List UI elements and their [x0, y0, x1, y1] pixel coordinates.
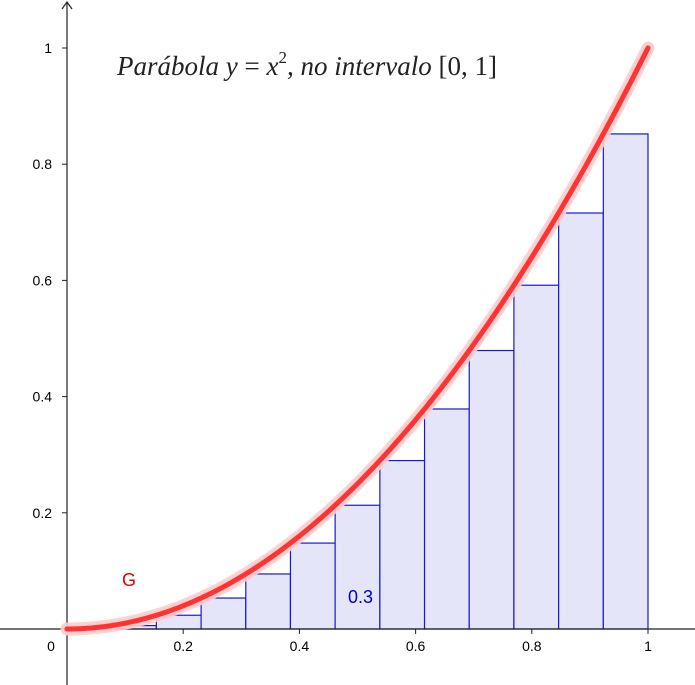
x-tick-label-4: 0.8: [522, 638, 542, 654]
parabola-curve: [64, 45, 651, 632]
riemann-bar-10: [513, 284, 560, 630]
x-tick-label-1: 0.2: [173, 638, 193, 654]
title-equals: =: [238, 51, 267, 81]
title-var-x: x: [265, 51, 278, 81]
x-tick-label-5: 1: [644, 638, 652, 654]
title-interval: [0, 1]: [438, 51, 496, 81]
y-axis-arrow: [61, 0, 73, 10]
title-lead: Parábola: [116, 51, 226, 81]
riemann-bar-3: [200, 597, 247, 630]
y-tick-label-5: 1: [44, 40, 52, 56]
labels: G 0.3 Parábola y = x2, no intervalo [0, 1]: [116, 48, 497, 607]
chart-title: Parábola y = x2, no intervalo [0, 1]: [116, 48, 497, 81]
riemann-bar-4: [245, 573, 292, 630]
parabola-curve-layer: [60, 41, 655, 636]
title-exponent: 2: [278, 48, 287, 67]
riemann-bar-7: [379, 459, 426, 630]
x-tick-label-2: 0.4: [290, 638, 310, 654]
riemann-bar-12: [602, 133, 649, 630]
y-tick-label-3: 0.6: [33, 272, 53, 288]
riemann-bar-5: [289, 542, 336, 630]
title-tail: , no intervalo: [287, 51, 438, 81]
y-tick-label-4: 0.8: [33, 156, 53, 172]
riemann-bar-9: [468, 349, 515, 630]
y-tick-label-2: 0.4: [33, 389, 53, 405]
value-label: 0.3: [348, 587, 373, 607]
riemann-rectangles: [111, 133, 649, 630]
function-label: G: [122, 570, 136, 590]
riemann-bar-11: [558, 212, 604, 630]
riemann-bar-8: [423, 408, 470, 630]
riemann-bar-6: [334, 504, 381, 630]
x-tick-label-3: 0.6: [406, 638, 426, 654]
origin-label: 0: [47, 638, 55, 654]
y-tick-label-1: 0.2: [33, 505, 53, 521]
title-var-y: y: [223, 51, 238, 81]
